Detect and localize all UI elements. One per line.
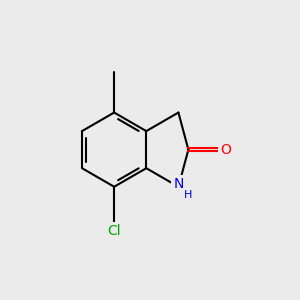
Text: H: H: [184, 190, 192, 200]
Text: N: N: [173, 177, 184, 191]
Text: O: O: [220, 142, 231, 157]
Text: Cl: Cl: [107, 224, 121, 238]
